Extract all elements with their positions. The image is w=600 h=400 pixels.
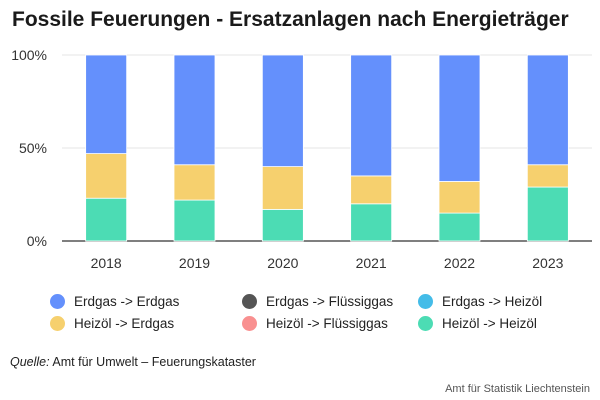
y-axis-ticks: 0% 50% 100% <box>11 47 47 249</box>
x-axis-ticks: 2018 2019 2020 2021 2022 2023 <box>91 255 564 271</box>
legend-swatch <box>242 316 257 331</box>
source-label: Quelle: <box>10 355 50 369</box>
legend-item[interactable]: Erdgas -> Flüssiggas <box>242 294 418 309</box>
bar-segment[interactable] <box>85 197 128 242</box>
bar-segment[interactable] <box>85 153 128 199</box>
legend-label: Erdgas -> Heizöl <box>442 294 543 309</box>
source-text: Amt für Umwelt – Feuerungskataster <box>52 355 256 369</box>
legend-swatch <box>50 294 65 309</box>
bar-segment[interactable] <box>261 166 304 210</box>
x-tick-label: 2019 <box>179 255 210 271</box>
chart-title: Fossile Feuerungen - Ersatzanlagen nach … <box>12 8 569 31</box>
y-tick-label: 50% <box>19 140 47 156</box>
legend-swatch <box>242 294 257 309</box>
bar-segment[interactable] <box>261 208 304 242</box>
legend-item[interactable]: Erdgas -> Heizöl <box>418 294 578 309</box>
bar-segment[interactable] <box>173 199 216 242</box>
legend-label: Erdgas -> Erdgas <box>74 294 180 309</box>
legend-item[interactable]: Heizöl -> Flüssiggas <box>242 316 418 331</box>
legend-label: Heizöl -> Heizöl <box>442 316 537 331</box>
bar-segment[interactable] <box>173 164 216 201</box>
bar-segment[interactable] <box>438 212 481 242</box>
x-tick-label: 2020 <box>267 255 298 271</box>
bar-segment[interactable] <box>526 186 569 242</box>
x-tick-label: 2018 <box>91 255 122 271</box>
legend-label: Erdgas -> Flüssiggas <box>266 294 394 309</box>
credit-text: Amt für Statistik Liechtenstein <box>445 383 590 395</box>
legend: Erdgas -> Erdgas Erdgas -> Flüssiggas Er… <box>50 294 590 331</box>
stacked-bar-chart: 0% 50% 100% 2018 2019 2020 2021 2022 2023 <box>11 47 592 271</box>
x-tick-label: 2023 <box>532 255 563 271</box>
x-tick-label: 2022 <box>444 255 475 271</box>
legend-item[interactable]: Heizöl -> Heizöl <box>418 316 578 331</box>
y-tick-label: 0% <box>27 233 47 249</box>
bar-segment[interactable] <box>350 54 393 177</box>
gridlines <box>62 54 592 242</box>
bar-segment[interactable] <box>526 164 569 188</box>
source-note: Quelle: Amt für Umwelt – Feuerungskatast… <box>10 355 256 369</box>
legend-label: Heizöl -> Erdgas <box>74 316 175 331</box>
bar-segment[interactable] <box>350 203 393 242</box>
legend-label: Heizöl -> Flüssiggas <box>266 316 388 331</box>
legend-swatch <box>418 316 433 331</box>
legend-swatch <box>418 294 433 309</box>
bar-segment[interactable] <box>438 181 481 214</box>
bar-segment[interactable] <box>350 175 393 205</box>
y-tick-label: 100% <box>11 47 47 63</box>
bar-segment[interactable] <box>438 54 481 182</box>
bar-segment[interactable] <box>173 54 216 166</box>
legend-item[interactable]: Erdgas -> Erdgas <box>50 294 242 309</box>
legend-swatch <box>50 316 65 331</box>
bar-segment[interactable] <box>85 54 128 154</box>
bar-segment[interactable] <box>526 54 569 166</box>
bars <box>85 54 569 242</box>
bar-segment[interactable] <box>261 54 304 167</box>
x-tick-label: 2021 <box>356 255 387 271</box>
legend-item[interactable]: Heizöl -> Erdgas <box>50 316 242 331</box>
